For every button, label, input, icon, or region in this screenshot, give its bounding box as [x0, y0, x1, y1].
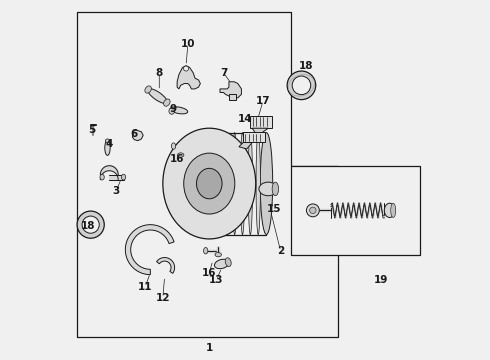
Polygon shape	[132, 130, 143, 141]
Polygon shape	[177, 66, 200, 89]
Ellipse shape	[272, 182, 279, 196]
Ellipse shape	[217, 132, 221, 234]
Ellipse shape	[184, 153, 235, 214]
Text: 2: 2	[277, 247, 284, 256]
Text: 13: 13	[209, 275, 223, 285]
Polygon shape	[156, 257, 174, 273]
Text: 16: 16	[170, 154, 184, 163]
Circle shape	[292, 76, 311, 95]
Ellipse shape	[105, 140, 110, 156]
Text: 16: 16	[202, 268, 217, 278]
Ellipse shape	[164, 99, 170, 106]
Ellipse shape	[170, 107, 188, 114]
Ellipse shape	[122, 174, 126, 180]
Text: 3: 3	[113, 186, 120, 196]
Circle shape	[287, 71, 316, 100]
Text: 12: 12	[156, 293, 170, 303]
Ellipse shape	[105, 139, 110, 143]
Bar	[250, 116, 272, 128]
Circle shape	[77, 211, 104, 238]
Text: 18: 18	[80, 221, 95, 231]
Ellipse shape	[241, 132, 245, 234]
Text: 6: 6	[131, 129, 138, 139]
Circle shape	[310, 207, 316, 213]
Polygon shape	[239, 143, 252, 149]
Ellipse shape	[260, 132, 272, 234]
Ellipse shape	[147, 89, 167, 103]
Polygon shape	[125, 225, 174, 275]
Ellipse shape	[256, 132, 260, 234]
Text: 9: 9	[170, 104, 177, 113]
Text: 8: 8	[156, 68, 163, 78]
Text: 15: 15	[267, 203, 281, 213]
Ellipse shape	[163, 128, 256, 239]
Ellipse shape	[391, 203, 396, 217]
Text: 11: 11	[138, 282, 152, 292]
Circle shape	[82, 216, 99, 233]
Ellipse shape	[196, 168, 222, 199]
Bar	[243, 132, 265, 143]
Text: 18: 18	[298, 61, 313, 71]
Ellipse shape	[232, 132, 237, 234]
Text: 10: 10	[181, 39, 195, 49]
Text: 5: 5	[88, 125, 95, 135]
Ellipse shape	[384, 203, 395, 217]
Ellipse shape	[259, 182, 277, 196]
Ellipse shape	[203, 248, 208, 254]
Polygon shape	[252, 128, 268, 135]
Ellipse shape	[209, 132, 213, 234]
Ellipse shape	[248, 132, 252, 234]
Ellipse shape	[215, 259, 229, 269]
Polygon shape	[220, 82, 242, 98]
Text: 19: 19	[373, 275, 388, 285]
Ellipse shape	[145, 86, 151, 93]
Text: 7: 7	[220, 68, 227, 78]
Text: 1: 1	[206, 343, 213, 353]
Ellipse shape	[224, 132, 229, 234]
Ellipse shape	[215, 252, 221, 257]
Ellipse shape	[172, 143, 176, 149]
Ellipse shape	[100, 174, 104, 180]
Ellipse shape	[169, 108, 174, 114]
Ellipse shape	[225, 258, 231, 266]
Circle shape	[184, 66, 189, 71]
Text: 4: 4	[105, 139, 113, 149]
Text: 14: 14	[238, 114, 252, 124]
Ellipse shape	[177, 153, 184, 157]
Text: 17: 17	[256, 96, 270, 107]
Circle shape	[306, 204, 319, 217]
Bar	[292, 166, 420, 255]
Polygon shape	[229, 94, 236, 100]
